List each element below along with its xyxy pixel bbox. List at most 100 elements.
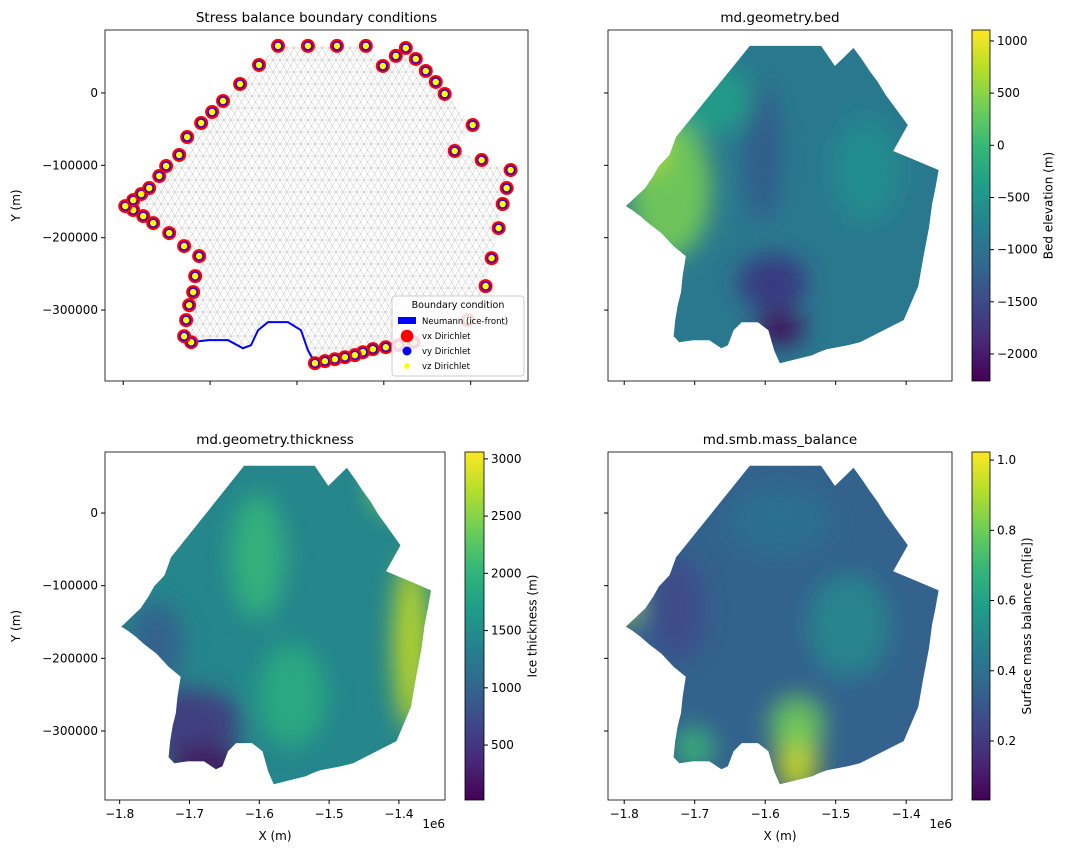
dirichlet-node: [369, 345, 377, 353]
dirichlet-node: [412, 55, 419, 63]
colorbar-tick-label: 0.6: [997, 594, 1016, 608]
dirichlet-node: [495, 224, 502, 232]
shade: [745, 82, 780, 224]
dirichlet-node: [488, 254, 495, 262]
y-tick-label: −300000: [42, 303, 98, 317]
shade: [669, 65, 753, 136]
dirichlet-node: [122, 202, 129, 210]
dirichlet-node: [341, 353, 349, 361]
axes-frame: [607, 29, 953, 382]
legend-swatch: [400, 329, 414, 343]
x-offset: 1e6: [422, 817, 445, 831]
shade: [230, 493, 286, 620]
x-tick-label: −1.4: [892, 807, 921, 821]
dirichlet-node: [362, 42, 370, 50]
dirichlet-node: [191, 272, 199, 280]
colorbar-tick-label: 3000: [491, 452, 522, 466]
colorbar: [971, 451, 991, 801]
legend-label: vx Dirichlet: [422, 332, 471, 342]
dirichlet-node: [208, 108, 216, 116]
shade: [769, 695, 825, 752]
x-tick-label: −1.8: [610, 807, 639, 821]
dirichlet-node: [482, 282, 489, 290]
dirichlet-node: [432, 78, 439, 86]
dirichlet-node: [274, 42, 282, 50]
colorbar-tick-label: 500: [491, 738, 514, 752]
x-tick-label: −1.4: [384, 807, 413, 821]
dirichlet-node: [197, 119, 205, 127]
colorbar-tick-label: 0.4: [997, 664, 1016, 678]
axes-title: Stress balance boundary conditions: [196, 10, 437, 26]
field: [625, 465, 939, 785]
x-tick-label: −1.8: [105, 807, 134, 821]
dirichlet-node: [392, 52, 400, 60]
shade: [166, 747, 248, 783]
y-tick-label: 0: [90, 506, 98, 520]
legend-swatch: [402, 346, 412, 356]
dirichlet-node: [382, 344, 390, 351]
shade: [139, 688, 241, 759]
dirichlet-node: [304, 42, 312, 50]
dirichlet-node: [478, 156, 485, 164]
panel: Stress balance boundary conditions 0 −1000…: [9, 10, 529, 385]
shade: [370, 465, 418, 515]
shade: [728, 486, 832, 557]
dirichlet-node: [150, 219, 157, 227]
dirichlet-node: [189, 288, 197, 296]
dirichlet-node: [331, 356, 339, 363]
legend-label: vz Dirichlet: [422, 362, 471, 372]
dirichlet-node: [379, 62, 387, 70]
colorbar-tick-label: −1000: [997, 243, 1038, 257]
dirichlet-node: [162, 162, 170, 170]
colorbar-tick-label: −2000: [997, 347, 1038, 361]
dirichlet-node: [451, 147, 458, 155]
shade: [738, 254, 808, 311]
x-axis-label: X (m): [763, 829, 796, 843]
ice-front: [191, 321, 316, 364]
dirichlet-node: [441, 90, 448, 98]
shade: [831, 117, 901, 224]
panel: md.geometry.bed 1000 500 0 −500 −1000 −1500 −20…: [604, 10, 1056, 385]
dirichlet-node: [311, 359, 319, 367]
axes-frame: [607, 451, 953, 801]
legend-label: vy Dirichlet: [422, 347, 471, 357]
dirichlet-node: [255, 61, 263, 69]
colorbar-tick-label: 0: [997, 138, 1005, 152]
colorbar-tick-label: 2500: [491, 509, 522, 523]
colorbar-tick-label: 1000: [491, 681, 522, 695]
dirichlet-node: [499, 200, 506, 208]
field-shading: [625, 486, 891, 785]
colorbar: [971, 29, 991, 382]
x-tick-label: −1.5: [821, 807, 850, 821]
dirichlet-node: [165, 229, 173, 237]
dirichlet-node: [219, 97, 227, 105]
dirichlet-node: [402, 44, 409, 52]
shade: [258, 643, 326, 748]
x-tick-label: −1.6: [751, 807, 780, 821]
dirichlet-node: [195, 252, 203, 260]
dirichlet-node: [146, 184, 153, 192]
legend-swatch: [404, 363, 410, 369]
shade: [628, 117, 712, 259]
panel: md.smb.mass_balance −1.8 −1.7 −1.6 −1.5 −1.4 X…: [604, 432, 1034, 843]
dirichlet-node: [469, 121, 476, 129]
dirichlet-node: [180, 242, 188, 250]
blobs: [625, 486, 891, 785]
dirichlet-node: [185, 301, 193, 309]
colorbar-tick-label: −1500: [997, 295, 1038, 309]
legend: Boundary condition Neumann (ice-front) vx …: [391, 295, 525, 377]
x-tick-label: −1.7: [680, 807, 709, 821]
y-tick-label: 0: [90, 86, 98, 100]
dirichlet-node: [351, 351, 359, 359]
y-tick-label: −200000: [42, 651, 98, 665]
dirichlet-node: [422, 67, 429, 75]
dirichlet-node: [140, 212, 147, 220]
dirichlet-node: [321, 357, 329, 365]
shade: [128, 601, 184, 686]
colorbar: [464, 451, 485, 801]
dirichlet-node: [507, 166, 514, 174]
colorbar-tick-label: −500: [997, 190, 1030, 204]
legend-title: Boundary condition: [412, 300, 505, 311]
colorbar-tick-label: 500: [997, 86, 1020, 100]
